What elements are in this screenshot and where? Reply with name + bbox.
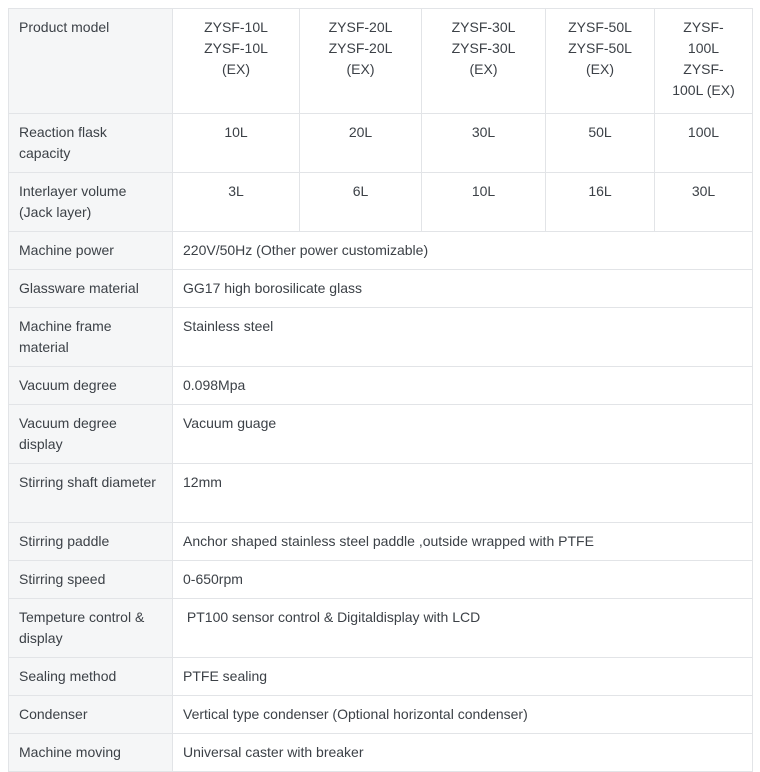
spec-value: 220V/50Hz (Other power customizable) [172,231,753,270]
spec-value: Vacuum guage [172,404,753,464]
spec-value: 0.098Mpa [172,366,753,405]
model-line: 100L (EX) [672,82,735,98]
spec-value: GG17 high borosilicate glass [172,269,753,308]
spec-label: Machine power [8,231,173,270]
spec-row-machine-frame-material: Machine frame material Stainless steel [8,307,753,367]
model-line: ZYSF-30L [451,40,516,56]
header-label-product-model: Product model [8,8,173,114]
model-line: 100L [687,40,720,56]
spec-value: Vertical type condenser (Optional horizo… [172,695,753,734]
product-spec-table: Product model ZYSF-10L ZYSF-10L (EX) ZYS… [8,8,753,772]
spec-label: Vacuum degree display [8,404,173,464]
model-line: ZYSF-20L [328,40,393,56]
spec-label: Vacuum degree [8,366,173,405]
spec-row-interlayer-volume: Interlayer volume (Jack layer) 3L 6L 10L… [8,172,753,232]
model-line: (EX) [469,61,498,77]
model-line: ZYSF-30L [451,19,516,35]
model-cell-zysf-20l: ZYSF-20L ZYSF-20L (EX) [299,8,422,114]
spec-row-machine-moving: Machine moving Universal caster with bre… [8,733,753,772]
model-line: ZYSF- [683,19,724,35]
spec-value: 100L [654,113,753,173]
spec-value: 0-650rpm [172,560,753,599]
model-line: ZYSF-10L [204,19,268,35]
model-line: ZYSF-20L [328,19,393,35]
spec-value: Anchor shaped stainless steel paddle ,ou… [172,522,753,561]
model-cell-zysf-50l: ZYSF-50L ZYSF-50L (EX) [545,8,655,114]
spec-label: Machine moving [8,733,173,772]
spec-value: 20L [299,113,422,173]
spec-value: 30L [421,113,546,173]
spec-row-vacuum-degree: Vacuum degree 0.098Mpa [8,366,753,405]
spec-value: 3L [172,172,300,232]
model-cell-zysf-10l: ZYSF-10L ZYSF-10L (EX) [172,8,300,114]
spec-value: 30L [654,172,753,232]
model-line: (EX) [222,61,250,77]
spec-value: 6L [299,172,422,232]
spec-row-reaction-flask-capacity: Reaction flask capacity 10L 20L 30L 50L … [8,113,753,173]
spec-row-machine-power: Machine power 220V/50Hz (Other power cus… [8,231,753,270]
spec-label: Condenser [8,695,173,734]
page: Product model ZYSF-10L ZYSF-10L (EX) ZYS… [8,8,753,772]
model-cell-zysf-30l: ZYSF-30L ZYSF-30L (EX) [421,8,546,114]
spec-row-condenser: Condenser Vertical type condenser (Optio… [8,695,753,734]
spec-value: PT100 sensor control & Digitaldisplay wi… [172,598,753,658]
spec-label: Glassware material [8,269,173,308]
spec-label: Machine frame material [8,307,173,367]
spec-value: 16L [545,172,655,232]
model-line: (EX) [346,61,375,77]
spec-label: Sealing method [8,657,173,696]
spec-label: Tempeture control & display [8,598,173,658]
spec-value: Universal caster with breaker [172,733,753,772]
model-line: ZYSF-10L [204,40,268,56]
spec-label: Interlayer volume (Jack layer) [8,172,173,232]
spec-row-vacuum-degree-display: Vacuum degree display Vacuum guage [8,404,753,464]
header-row: Product model ZYSF-10L ZYSF-10L (EX) ZYS… [8,8,753,114]
model-line: ZYSF-50L [568,19,632,35]
model-line: (EX) [586,61,614,77]
spec-row-stirring-paddle: Stirring paddle Anchor shaped stainless … [8,522,753,561]
spec-value: Stainless steel [172,307,753,367]
spec-row-glassware-material: Glassware material GG17 high borosilicat… [8,269,753,308]
model-cell-zysf-100l: ZYSF- 100L ZYSF- 100L (EX) [654,8,753,114]
spec-row-sealing-method: Sealing method PTFE sealing [8,657,753,696]
spec-value: 12mm [172,463,753,523]
spec-value: PTFE sealing [172,657,753,696]
model-line: ZYSF-50L [568,40,632,56]
spec-label: Stirring shaft diameter [8,463,173,523]
spec-value: 10L [172,113,300,173]
spec-label: Reaction flask capacity [8,113,173,173]
model-line: ZYSF- [683,61,724,77]
spec-row-stirring-shaft-diameter: Stirring shaft diameter 12mm [8,463,753,523]
spec-value: 50L [545,113,655,173]
spec-label: Stirring paddle [8,522,173,561]
spec-label: Stirring speed [8,560,173,599]
spec-row-stirring-speed: Stirring speed 0-650rpm [8,560,753,599]
spec-row-temperature-control-display: Tempeture control & display PT100 sensor… [8,598,753,658]
spec-value: 10L [421,172,546,232]
